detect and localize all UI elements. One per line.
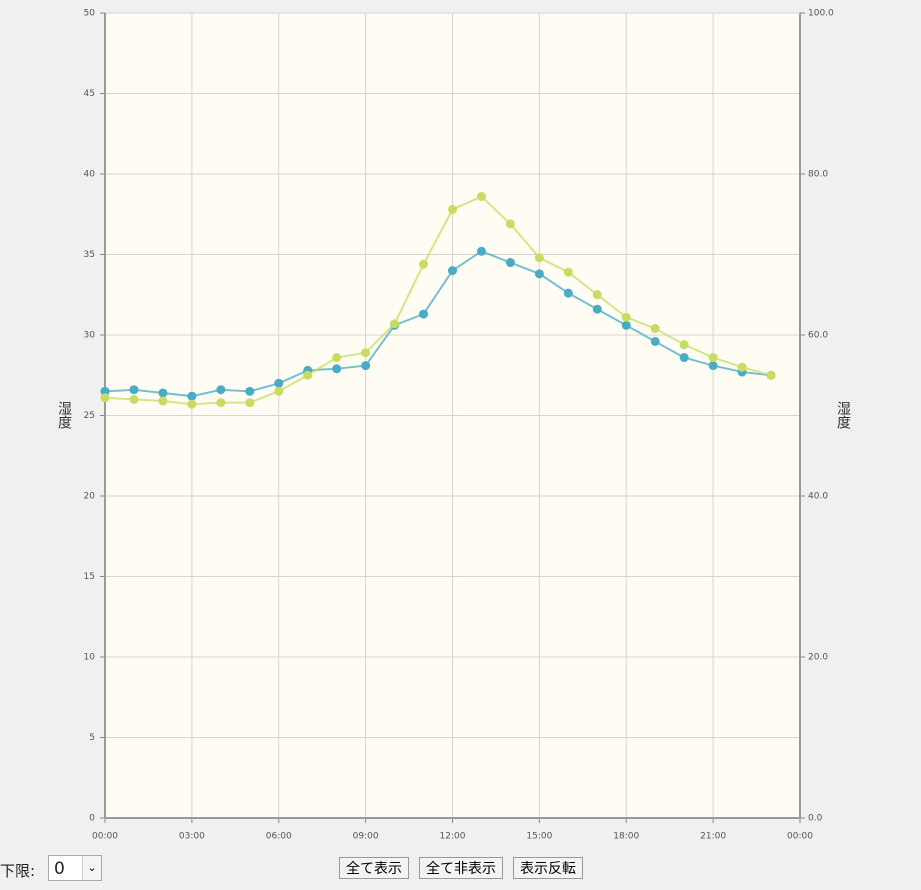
series-line xyxy=(104,195,772,406)
x-tick-label: 03:00 xyxy=(179,832,205,842)
y-tick-label: 5 xyxy=(89,733,95,743)
data-point xyxy=(592,290,602,300)
y-tick-label: 15 xyxy=(84,572,95,582)
x-tick-label: 21:00 xyxy=(700,832,726,842)
data-point xyxy=(534,269,544,279)
y-tick-label: 0 xyxy=(89,814,95,824)
y-tick-label: 10 xyxy=(84,653,96,663)
data-point xyxy=(448,266,457,276)
y-tick-label: 20 xyxy=(84,492,96,502)
y2-tick-label: 60.0 xyxy=(808,331,828,341)
data-point xyxy=(621,320,631,330)
data-point xyxy=(448,204,457,214)
y2-tick-label: 0.0 xyxy=(808,814,823,824)
data-point xyxy=(100,393,110,403)
y-tick-label: 30 xyxy=(84,331,96,341)
chart: 湿度 湿度 0 5 10 15 20 25 30 35 40 45 50 0.0 20.0 40.0 60.… xyxy=(56,9,851,842)
y-axis-label: 湿度 xyxy=(56,401,72,429)
data-point xyxy=(129,385,139,395)
x-tick-label: 06:00 xyxy=(266,832,292,842)
x-tick-label: 12:00 xyxy=(440,832,466,842)
y-tick-label: 45 xyxy=(84,89,95,99)
data-point xyxy=(419,309,429,319)
x-tick-label: 18:00 xyxy=(613,832,639,842)
lower-limit-label: 下限: xyxy=(0,862,36,880)
data-point xyxy=(361,348,371,358)
data-point xyxy=(216,385,226,395)
data-point xyxy=(708,361,718,371)
data-point xyxy=(419,259,429,269)
hide-all-button[interactable]: 全て非表示 xyxy=(419,857,503,879)
data-point xyxy=(100,386,110,396)
data-point xyxy=(563,267,573,277)
data-point xyxy=(505,219,515,229)
data-point xyxy=(708,353,718,363)
y-tick-label: 35 xyxy=(84,250,95,260)
data-point xyxy=(187,391,197,401)
data-point xyxy=(361,361,371,371)
lower-limit-select[interactable]: 0 ⌄ xyxy=(48,855,102,881)
data-point xyxy=(187,399,197,409)
y2-tick-label: 100.0 xyxy=(808,9,834,19)
data-point xyxy=(390,319,400,329)
data-point xyxy=(592,304,602,314)
y-tick-label: 50 xyxy=(84,9,96,19)
x-tick-label: 00:00 xyxy=(787,832,813,842)
x-tick-label: 00:00 xyxy=(92,832,118,842)
data-point xyxy=(679,353,689,363)
y-tick-label: 25 xyxy=(84,411,95,421)
data-point xyxy=(245,386,255,396)
data-point xyxy=(650,324,660,334)
data-point xyxy=(650,336,660,346)
y2-axis-label: 湿度 xyxy=(835,401,851,429)
data-point xyxy=(679,340,689,350)
x-tick-label: 09:00 xyxy=(353,832,379,842)
select-value: 0 xyxy=(54,859,65,879)
data-point xyxy=(158,388,168,398)
data-point xyxy=(563,288,573,298)
data-point xyxy=(332,353,342,363)
y2-tick-label: 40.0 xyxy=(808,492,828,502)
invert-button[interactable]: 表示反転 xyxy=(513,857,583,879)
y-tick-label: 40 xyxy=(84,170,96,180)
y2-tick-label: 80.0 xyxy=(808,170,828,180)
data-point xyxy=(274,386,284,396)
data-point xyxy=(505,258,515,268)
show-all-button[interactable]: 全て表示 xyxy=(339,857,409,879)
data-point xyxy=(274,378,284,388)
data-point xyxy=(129,394,139,404)
data-point xyxy=(534,253,544,263)
dropdown-arrow[interactable]: ⌄ xyxy=(82,856,101,880)
data-point xyxy=(766,370,776,380)
data-point xyxy=(737,362,747,372)
data-point xyxy=(476,246,486,256)
data-point xyxy=(303,370,313,380)
data-point xyxy=(245,398,255,408)
data-point xyxy=(216,398,226,408)
x-tick-label: 15:00 xyxy=(526,832,552,842)
series-line xyxy=(104,250,772,398)
data-point xyxy=(332,364,342,374)
data-point xyxy=(158,396,168,406)
data-point xyxy=(621,312,631,322)
y2-tick-label: 20.0 xyxy=(808,653,828,663)
data-point xyxy=(476,192,486,202)
